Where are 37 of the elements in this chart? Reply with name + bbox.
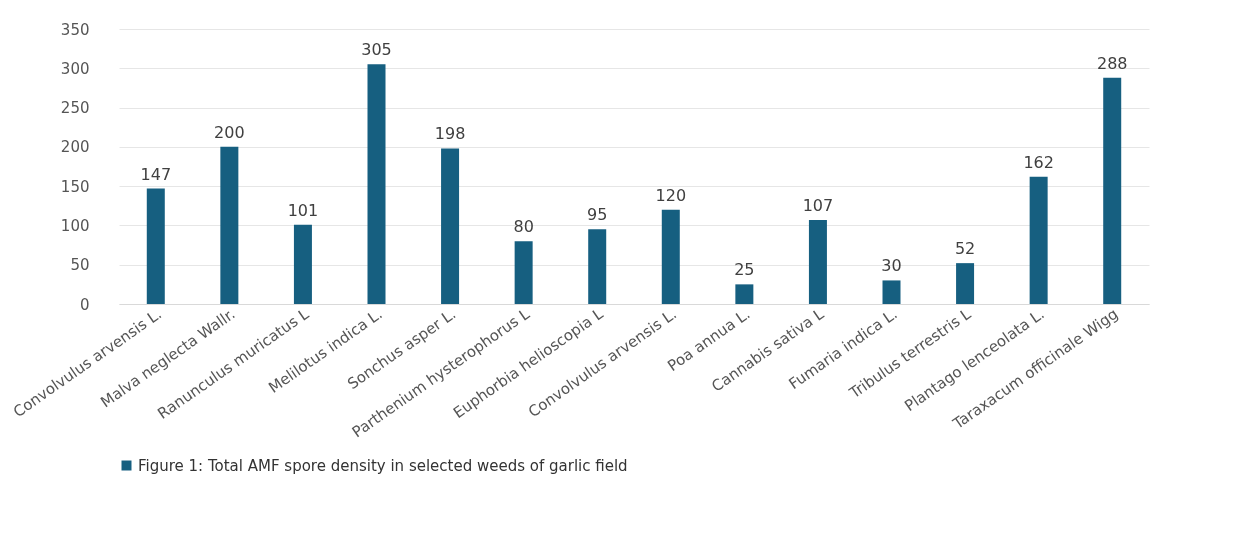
data-label: 288 <box>1096 53 1128 73</box>
data-label: 95 <box>587 205 608 225</box>
y-tick-label: 50 <box>70 256 90 275</box>
y-tick-label: 350 <box>60 20 90 39</box>
bar <box>808 219 827 304</box>
data-label: 80 <box>513 217 534 237</box>
bar <box>441 148 460 304</box>
data-label: 200 <box>214 122 245 142</box>
bar <box>1029 176 1048 304</box>
data-label: 30 <box>881 256 902 276</box>
data-label: 101 <box>287 200 319 220</box>
bar <box>661 209 680 304</box>
data-label: 198 <box>434 124 466 144</box>
y-tick-label: 200 <box>60 138 90 157</box>
bar <box>882 280 901 304</box>
y-tick-label: 100 <box>60 216 90 235</box>
bar <box>367 64 386 304</box>
data-label: 25 <box>734 260 755 280</box>
bar <box>220 146 239 304</box>
data-label: 52 <box>954 239 976 259</box>
y-tick-label: 300 <box>60 59 90 78</box>
legend-label: Figure 1: Total AMF spore density in selected weeds of garlic field <box>138 456 628 475</box>
bar <box>956 263 975 304</box>
bar <box>514 241 533 304</box>
data-label: 305 <box>361 40 392 60</box>
bar <box>293 224 312 304</box>
y-tick-label: 150 <box>60 177 90 196</box>
bar <box>146 188 165 304</box>
bar <box>1103 77 1122 304</box>
bar <box>735 284 754 304</box>
data-label: 120 <box>655 185 687 205</box>
data-label: 147 <box>140 164 172 184</box>
bar <box>588 229 607 304</box>
y-tick-label: 250 <box>60 99 90 118</box>
data-label: 107 <box>802 195 834 215</box>
data-label: 162 <box>1023 152 1054 172</box>
y-tick-label: 0 <box>79 295 90 314</box>
